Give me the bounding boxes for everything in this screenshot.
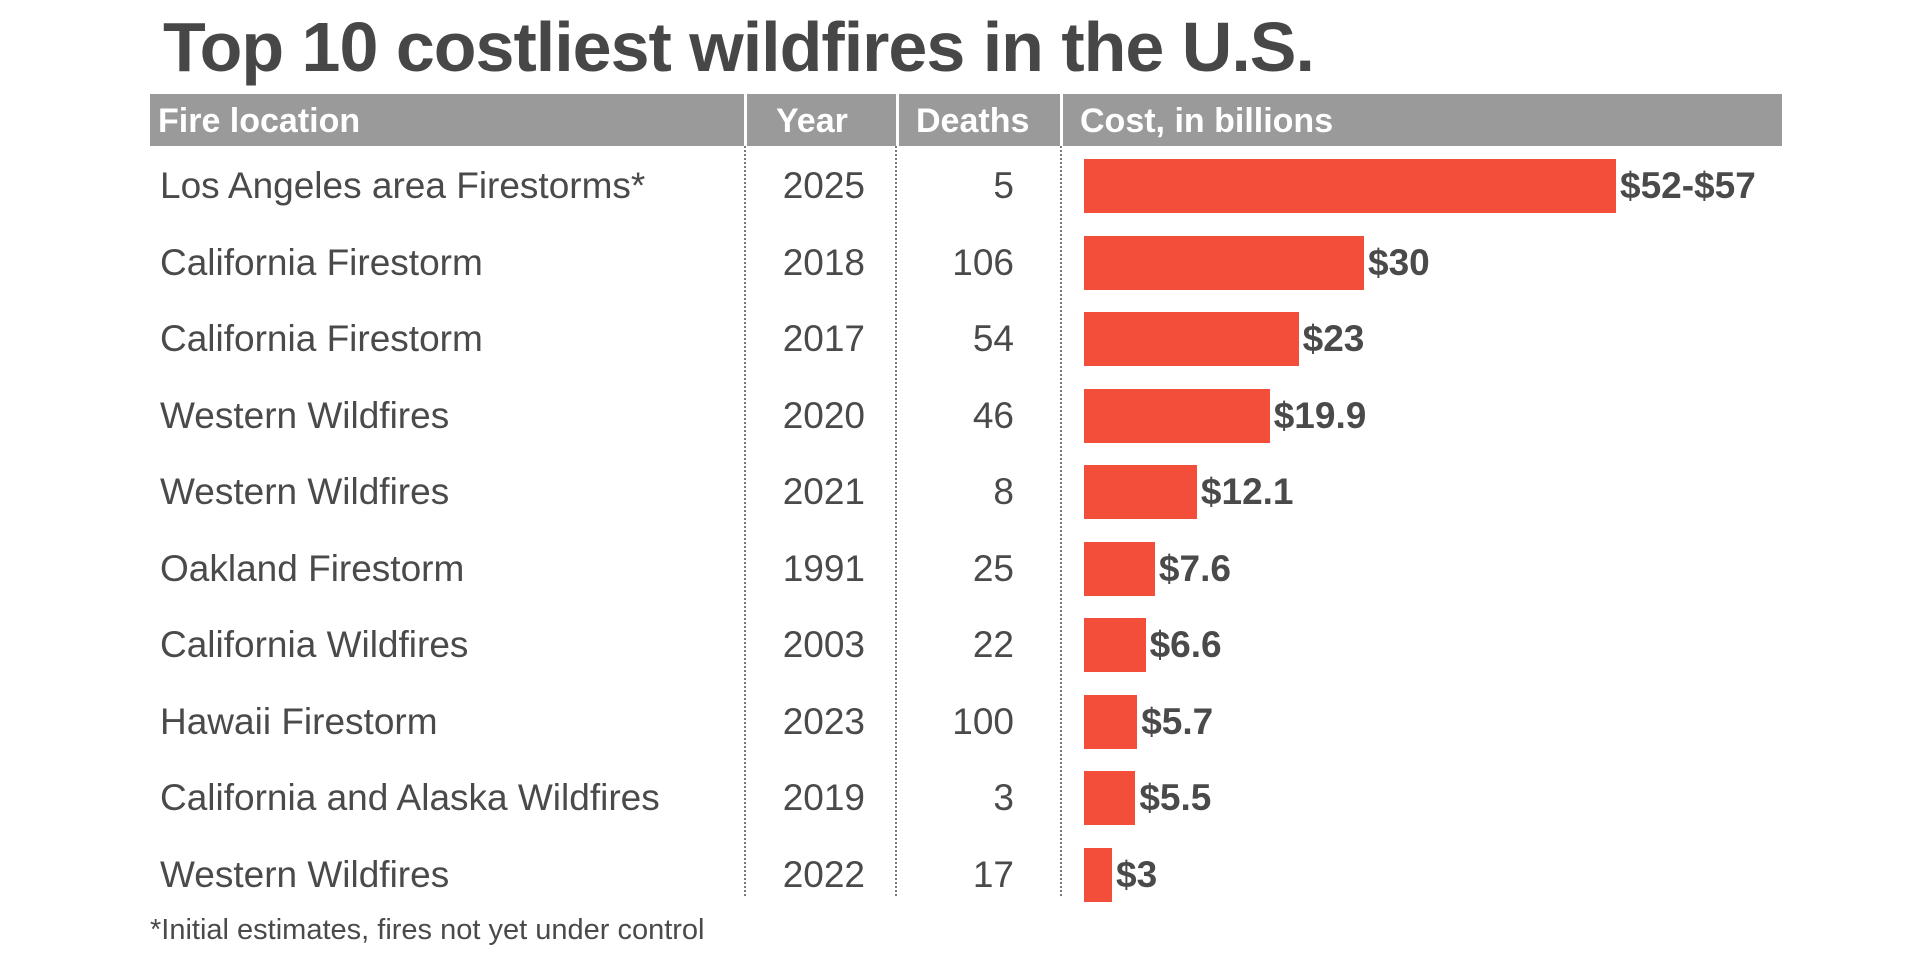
deaths-cell: 100 [952, 700, 1014, 742]
cost-bar [1084, 235, 1364, 290]
footnote: *Initial estimates, fires not yet under … [150, 914, 705, 946]
header-deaths: Deaths [916, 102, 1030, 140]
column-divider-deaths [895, 146, 897, 896]
fire-location-cell: Los Angeles area Firestorms* [160, 165, 646, 206]
year-cell: 2022 [782, 853, 865, 895]
year-cell: 1991 [782, 547, 865, 589]
deaths-cell: 17 [972, 853, 1014, 895]
column-divider-year [744, 146, 746, 896]
year-cell: 2019 [782, 777, 865, 818]
cost-bar [1084, 465, 1197, 519]
cost-bar [1084, 388, 1270, 443]
year-cell: 2021 [782, 471, 865, 512]
cost-value-label: $3 [1116, 853, 1158, 895]
header-year: Year [776, 102, 848, 140]
deaths-cell: 22 [972, 624, 1014, 665]
deaths-cell: 3 [993, 777, 1014, 818]
fire-location-cell: Western Wildfires [160, 394, 450, 436]
deaths-cell: 54 [972, 318, 1014, 359]
cost-bar [1084, 159, 1616, 213]
year-cell: 2020 [782, 394, 865, 436]
cost-value-label: $12.1 [1200, 471, 1294, 512]
cost-value-label: $7.6 [1158, 547, 1231, 589]
deaths-cell: 25 [972, 547, 1014, 589]
fire-location-cell: Oakland Firestorm [160, 547, 465, 589]
year-cell: 2003 [782, 624, 865, 665]
fire-location-cell: Hawaii Firestorm [160, 700, 438, 742]
header-divider [1060, 94, 1063, 146]
cost-bar [1084, 618, 1146, 672]
cost-bar [1084, 541, 1155, 596]
year-cell: 2025 [782, 165, 865, 206]
chart-title: Top 10 costliest wildfires in the U.S. [163, 8, 1315, 86]
cost-bar [1084, 694, 1138, 749]
year-cell: 2018 [782, 241, 865, 283]
cost-bar [1084, 771, 1136, 825]
deaths-cell: 106 [952, 241, 1014, 283]
fire-location-cell: California and Alaska Wildfires [160, 777, 660, 818]
fire-location-cell: California Firestorm [160, 318, 483, 359]
fire-location-cell: California Wildfires [160, 624, 469, 665]
cost-value-label: $5.5 [1139, 777, 1212, 818]
year-cell: 2023 [782, 700, 865, 742]
header-fire-location: Fire location [158, 102, 361, 140]
cost-value-label: $5.7 [1141, 700, 1214, 742]
fire-location-cell: California Firestorm [160, 241, 483, 283]
header-divider [896, 94, 899, 146]
header-divider [744, 94, 747, 146]
deaths-cell: 8 [993, 471, 1014, 512]
deaths-cell: 5 [993, 165, 1014, 206]
cost-value-label: $30 [1368, 241, 1430, 283]
cost-value-label: $19.9 [1273, 394, 1367, 436]
cost-value-label: $52-$57 [1620, 165, 1756, 206]
cost-bar [1084, 312, 1299, 366]
cost-value-label: $6.6 [1149, 624, 1222, 665]
table-header: Fire location Year Deaths Cost, in billi… [150, 94, 1782, 146]
cost-value-label: $23 [1302, 318, 1365, 359]
fire-location-cell: Western Wildfires [160, 853, 450, 895]
cost-bar [1084, 847, 1112, 902]
column-divider-cost [1060, 146, 1062, 896]
year-cell: 2017 [782, 318, 865, 359]
fire-location-cell: Western Wildfires [160, 471, 450, 512]
header-cost: Cost, in billions [1080, 102, 1334, 140]
deaths-cell: 46 [972, 394, 1014, 436]
